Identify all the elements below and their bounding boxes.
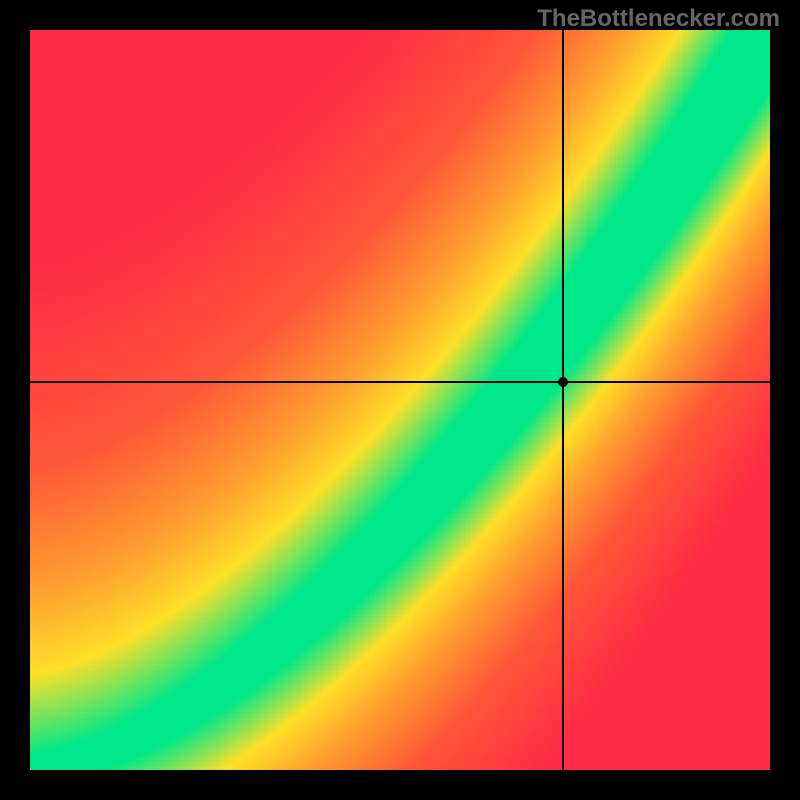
watermark-text: TheBottlenecker.com (537, 5, 780, 33)
crosshair-marker (558, 377, 568, 387)
crosshair-horizontal (30, 381, 770, 383)
chart-container: TheBottlenecker.com (0, 0, 800, 800)
bottleneck-heatmap (30, 30, 770, 770)
crosshair-vertical (562, 30, 564, 770)
